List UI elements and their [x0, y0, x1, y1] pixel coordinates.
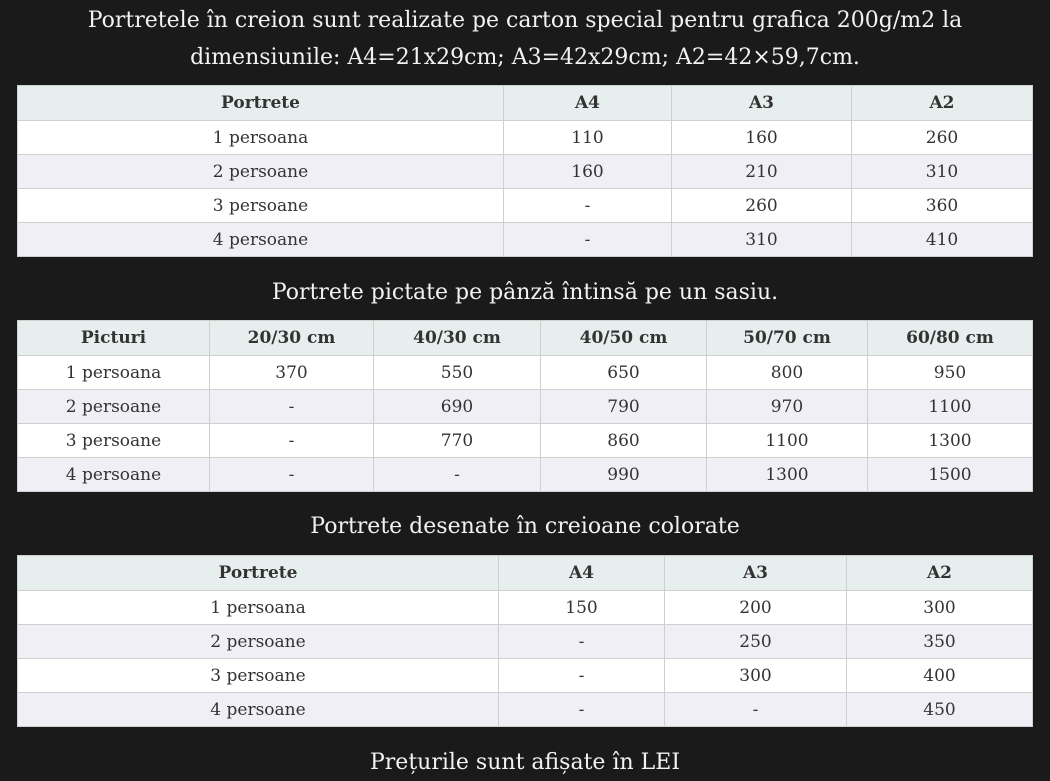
table-cell: 970 [706, 389, 868, 424]
table-row: 2 persoane -250 350 [17, 624, 1033, 659]
table-cell: 310 [671, 222, 852, 257]
table-cell: 400 [846, 658, 1033, 693]
title-line-2: dimensiunile: A4=21x29cm; A3=42x29cm; A2… [190, 45, 860, 70]
column-header: Picturi [17, 320, 210, 356]
table-cell: 310 [851, 154, 1033, 189]
table-cell: - [373, 457, 541, 492]
table-cell: 1500 [867, 457, 1033, 492]
table-cell: 790 [540, 389, 707, 424]
table-row: 1 persoana 110 160 260 [17, 120, 1033, 155]
table-cell: 550 [373, 355, 541, 390]
table-row: 2 persoane -690 790 970 1100 [17, 389, 1033, 424]
table-cell: - [209, 389, 374, 424]
table-cell: 110 [503, 120, 672, 155]
table-cell: 370 [209, 355, 374, 390]
column-header: 40/50 cm [540, 320, 707, 356]
table-cell: 4 persoane [17, 457, 210, 492]
table-cell: 1300 [867, 423, 1033, 458]
column-header: A4 [503, 85, 672, 121]
painted-portraits-title: Portrete pictate pe pânză întinsă pe un … [271, 280, 779, 305]
table-cell: 800 [706, 355, 868, 390]
table-row: 2 persoane 160 210 310 [17, 154, 1033, 189]
table-cell: 410 [851, 222, 1033, 257]
table-cell: 770 [373, 423, 541, 458]
table-cell: 1100 [706, 423, 868, 458]
pencil-portraits-price-table: Portrete A4 A3 A2 1 persoana 110 160 260 2 perso… [17, 85, 1033, 257]
table-cell: 450 [846, 692, 1033, 727]
column-header: Portrete [17, 85, 504, 121]
table-row: 4 persoane - -450 [17, 692, 1033, 727]
table-cell: - [664, 692, 847, 727]
table-cell: 1 persoana [17, 120, 504, 155]
table-cell: 1 persoana [17, 355, 210, 390]
column-header: 20/30 cm [209, 320, 374, 356]
table-row: 3 persoane -260 360 [17, 188, 1033, 223]
table-cell: 3 persoane [17, 188, 504, 223]
table-cell: 1300 [706, 457, 868, 492]
table-cell: - [209, 423, 374, 458]
table-cell: 200 [664, 590, 847, 625]
table-cell: 360 [851, 188, 1033, 223]
table-cell: 4 persoane [17, 692, 499, 727]
table-cell: 2 persoane [17, 154, 504, 189]
column-header: Portrete [17, 555, 499, 591]
column-header: 60/80 cm [867, 320, 1033, 356]
header-row: Portrete A4 A3 A2 [17, 85, 1033, 121]
painted-portraits-price-table: Picturi 20/30 cm 40/30 cm 40/50 cm 50/70 cm 6… [17, 320, 1033, 492]
table-cell: 160 [503, 154, 672, 189]
title-line-1: Portretele în creion sunt realizate pe c… [87, 8, 963, 33]
table-row: 3 persoane -770 860 1100 1300 [17, 423, 1033, 458]
table-cell: - [503, 222, 672, 257]
column-header: A3 [664, 555, 847, 591]
currency-note: Prețurile sunt afișate în LEI [369, 750, 681, 775]
table-cell: 3 persoane [17, 658, 499, 693]
column-header: A2 [846, 555, 1033, 591]
table-cell: - [498, 624, 665, 659]
table-cell: 210 [671, 154, 852, 189]
table-cell: 650 [540, 355, 707, 390]
table-cell: 350 [846, 624, 1033, 659]
table-cell: 150 [498, 590, 665, 625]
table-row: 1 persoana 150 200 300 [17, 590, 1033, 625]
column-header: A2 [851, 85, 1033, 121]
table-cell: 990 [540, 457, 707, 492]
table-cell: - [498, 658, 665, 693]
table-cell: 160 [671, 120, 852, 155]
table-cell: 300 [846, 590, 1033, 625]
table-cell: - [498, 692, 665, 727]
table-cell: 250 [664, 624, 847, 659]
table-cell: 1100 [867, 389, 1033, 424]
table-cell: 860 [540, 423, 707, 458]
colored-pencil-price-table: Portrete A4 A3 A2 1 persoana 150 200 300 2 perso… [17, 555, 1033, 727]
table-row: 1 persoana 370 550 650 800 950 [17, 355, 1033, 390]
column-header: 40/30 cm [373, 320, 541, 356]
table-row: 4 persoane - -990 1300 1500 [17, 457, 1033, 492]
column-header: A3 [671, 85, 852, 121]
colored-pencil-title: Portrete desenate în creioane colorate [310, 514, 740, 539]
table-cell: 2 persoane [17, 389, 210, 424]
table-cell: 1 persoana [17, 590, 499, 625]
table-cell: 300 [664, 658, 847, 693]
table-cell: - [503, 188, 672, 223]
table-row: 4 persoane -310 410 [17, 222, 1033, 257]
table-cell: 3 persoane [17, 423, 210, 458]
table-cell: 260 [851, 120, 1033, 155]
table-cell: 2 persoane [17, 624, 499, 659]
table-row: 3 persoane -300 400 [17, 658, 1033, 693]
column-header: 50/70 cm [706, 320, 868, 356]
column-header: A4 [498, 555, 665, 591]
table-cell: 4 persoane [17, 222, 504, 257]
table-cell: 950 [867, 355, 1033, 390]
table-cell: 260 [671, 188, 852, 223]
header-row: Picturi 20/30 cm 40/30 cm 40/50 cm 50/70 cm 6… [17, 320, 1033, 356]
table-cell: - [209, 457, 374, 492]
table-cell: 690 [373, 389, 541, 424]
header-row: Portrete A4 A3 A2 [17, 555, 1033, 591]
